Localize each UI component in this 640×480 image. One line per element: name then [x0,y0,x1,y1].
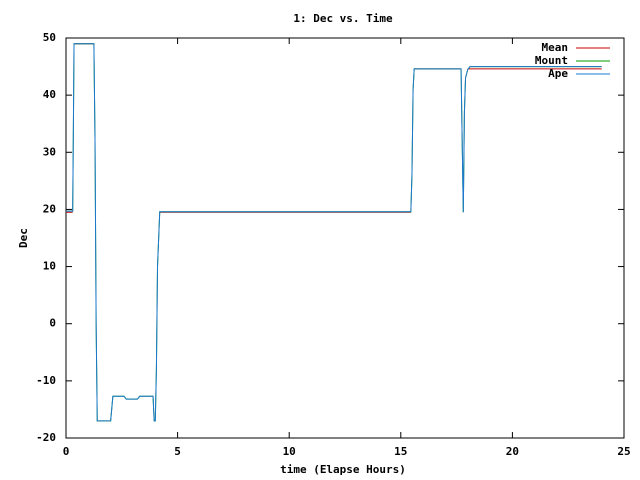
chart-title: 1: Dec vs. Time [293,12,393,25]
y-tick-label: -20 [36,431,56,444]
series-line [66,43,602,422]
x-tick-label: 5 [174,445,181,458]
y-tick-label: 50 [43,31,56,44]
legend-label: Mean [542,41,569,54]
x-axis-label: time (Elapse Hours) [280,463,406,476]
series-line [66,43,602,213]
x-tick-label: 10 [283,445,296,458]
x-tick-label: 25 [617,445,630,458]
x-tick-label: 15 [394,445,407,458]
y-tick-label: 10 [43,260,56,273]
series-line [66,43,602,422]
y-tick-label: 0 [49,317,56,330]
y-tick-label: 40 [43,88,56,101]
legend-label: Ape [548,67,568,80]
y-tick-label: -10 [36,374,56,387]
y-axis-label: Dec [17,228,30,248]
x-tick-label: 20 [506,445,519,458]
legend-label: Mount [535,54,568,67]
plot-frame [65,37,625,439]
y-tick-label: 30 [43,145,56,158]
x-tick-label: 0 [63,445,70,458]
y-tick-label: 20 [43,202,56,215]
